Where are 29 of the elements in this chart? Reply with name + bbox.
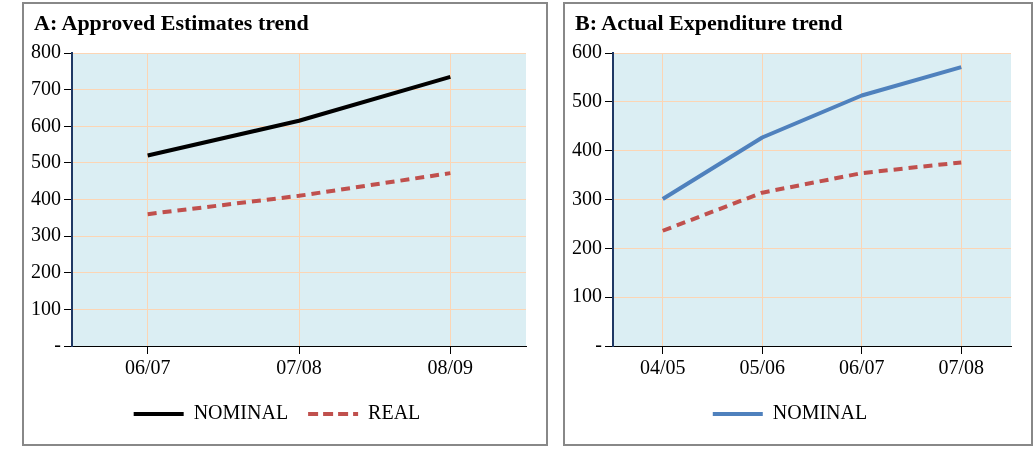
y-tick-label: 500 — [572, 89, 602, 112]
x-tick-label: 07/08 — [276, 356, 322, 379]
x-tick-label: 04/05 — [639, 356, 686, 379]
y-tick-label: 600 — [572, 40, 602, 63]
y-tick-label: 800 — [31, 40, 61, 63]
y-tick-label: 600 — [31, 113, 61, 136]
y-tick-label: 200 — [31, 260, 61, 282]
x-tick-label: 08/09 — [427, 356, 474, 379]
y-tick-label: 300 — [572, 186, 602, 209]
y-tick-label: - — [54, 333, 61, 356]
y-tick-label: 500 — [31, 150, 61, 173]
y-tick-label: 400 — [31, 186, 61, 209]
y-tick-label: 200 — [572, 235, 602, 258]
line-series — [660, 160, 964, 233]
y-tick-label: - — [595, 333, 602, 356]
chart-title: B: Actual Expenditure trend — [575, 10, 843, 36]
legend-label: NOMINAL — [772, 401, 868, 424]
x-tick-label: 06/07 — [838, 356, 885, 379]
y-tick-label: 300 — [31, 223, 61, 246]
x-tick-label: 07/08 — [938, 356, 985, 379]
x-tick-label: 05/06 — [739, 356, 786, 379]
legend-label: NOMINAL — [193, 401, 289, 424]
y-tick-label: 700 — [31, 76, 61, 99]
y-tick-label: 400 — [572, 137, 602, 160]
y-tick-label: 100 — [31, 296, 61, 319]
y-tick-label: 100 — [572, 284, 602, 307]
legend-label: REAL — [368, 401, 421, 424]
x-tick-label: 06/07 — [124, 356, 171, 379]
chart-title: A: Approved Estimates trend — [34, 10, 309, 36]
